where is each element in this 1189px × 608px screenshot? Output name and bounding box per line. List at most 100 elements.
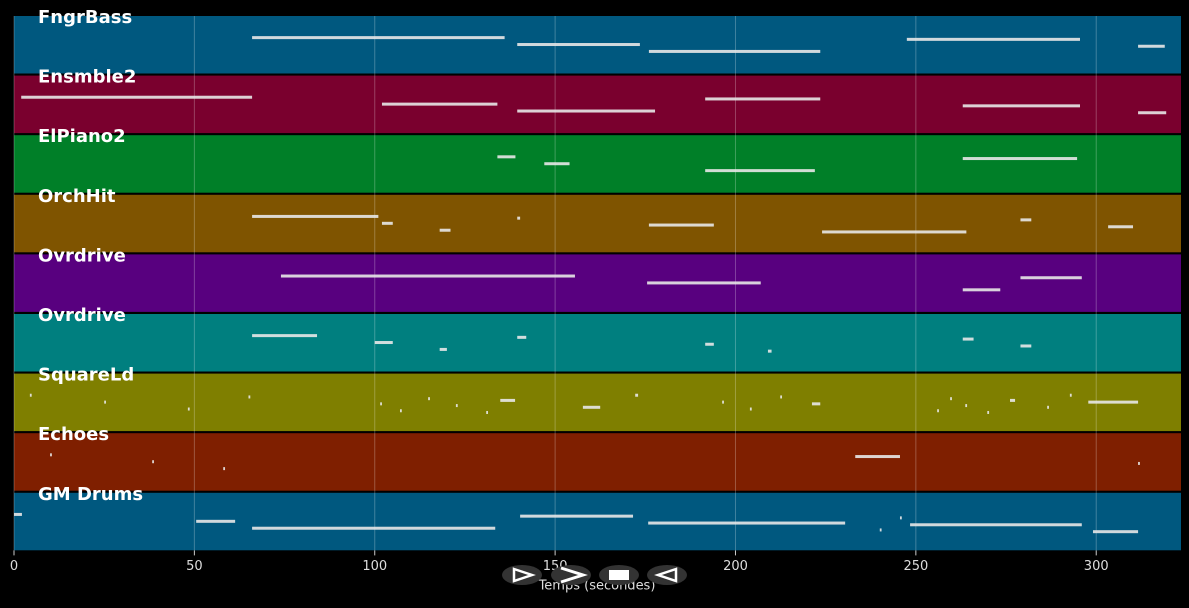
track-name: ElPiano2 (38, 126, 126, 147)
note (486, 410, 489, 414)
track-name: Echoes (38, 424, 109, 445)
note (248, 395, 251, 399)
track-band (14, 433, 1181, 491)
note (380, 402, 382, 406)
note (439, 347, 447, 351)
note (1020, 218, 1032, 222)
note (937, 409, 939, 413)
note (1138, 461, 1140, 465)
note (749, 407, 752, 411)
x-tick-label: 200 (723, 559, 748, 574)
track-band (14, 373, 1181, 432)
track-name: OrchHit (38, 186, 116, 207)
note (1020, 276, 1082, 280)
notes (14, 36, 1167, 534)
note (1047, 405, 1049, 409)
note (280, 274, 575, 278)
note (879, 528, 882, 532)
note (962, 104, 1080, 108)
note (1108, 225, 1134, 229)
note (50, 453, 52, 457)
note (14, 512, 22, 516)
note (1020, 344, 1032, 348)
note (1138, 111, 1167, 115)
grid (13, 16, 1097, 556)
note (1010, 398, 1016, 402)
note (648, 223, 714, 227)
note (21, 95, 253, 99)
note (950, 397, 952, 401)
labels: FngrBass Ensmble2 ElPiano2 OrchHit Ovrdrive O… (10, 7, 1109, 574)
note (374, 341, 393, 345)
note (1138, 44, 1165, 48)
controls (502, 565, 687, 585)
note (252, 36, 505, 40)
note (252, 526, 496, 530)
note (381, 221, 393, 225)
note (647, 281, 761, 285)
note (517, 216, 521, 220)
x-tick-label: 100 (362, 559, 387, 574)
note (705, 342, 714, 346)
track-name: GM Drums (38, 484, 143, 505)
note (855, 455, 900, 459)
note (252, 214, 379, 218)
note (582, 405, 601, 409)
track-band (14, 254, 1181, 312)
rewind-button[interactable] (647, 565, 687, 585)
track-band (14, 135, 1181, 193)
note (822, 230, 967, 234)
note (811, 402, 821, 406)
note (29, 393, 32, 397)
note (399, 409, 402, 413)
track-name: Ensmble2 (38, 67, 136, 88)
note (962, 157, 1078, 161)
note (899, 516, 902, 520)
note (1092, 530, 1139, 534)
note (648, 521, 846, 525)
x-tick-label: 300 (1084, 559, 1109, 574)
note (455, 404, 458, 408)
play-button[interactable] (502, 565, 542, 585)
track-band (14, 194, 1181, 253)
fast-forward-button[interactable] (551, 565, 591, 585)
note (428, 397, 430, 401)
note (705, 169, 815, 173)
note (648, 49, 821, 53)
note (780, 395, 783, 399)
x-tick-label: 0 (10, 559, 18, 574)
note (962, 337, 974, 341)
note (152, 460, 154, 464)
note (1069, 393, 1072, 397)
track-name: Ovrdrive (38, 245, 126, 266)
note (767, 349, 772, 353)
note (635, 393, 639, 397)
track-band (14, 492, 1181, 551)
note (497, 155, 516, 159)
x-tick-label: 250 (903, 559, 928, 574)
note (517, 335, 527, 339)
note (520, 514, 634, 518)
note (252, 334, 318, 338)
note (987, 410, 990, 414)
note (187, 407, 190, 411)
note (722, 400, 724, 404)
note (500, 398, 516, 402)
note (381, 102, 498, 106)
note (517, 109, 656, 113)
note (439, 228, 451, 232)
note (910, 523, 1082, 527)
note (196, 519, 236, 523)
note (223, 467, 226, 471)
x-tick-label: 50 (186, 559, 203, 574)
note (1088, 400, 1139, 404)
stop-button[interactable] (599, 565, 639, 585)
track-name: Ovrdrive (38, 305, 126, 326)
note (705, 97, 821, 101)
note (906, 37, 1080, 41)
note (962, 288, 1001, 292)
track-name: FngrBass (38, 7, 132, 28)
note (517, 43, 640, 47)
note (104, 400, 106, 404)
